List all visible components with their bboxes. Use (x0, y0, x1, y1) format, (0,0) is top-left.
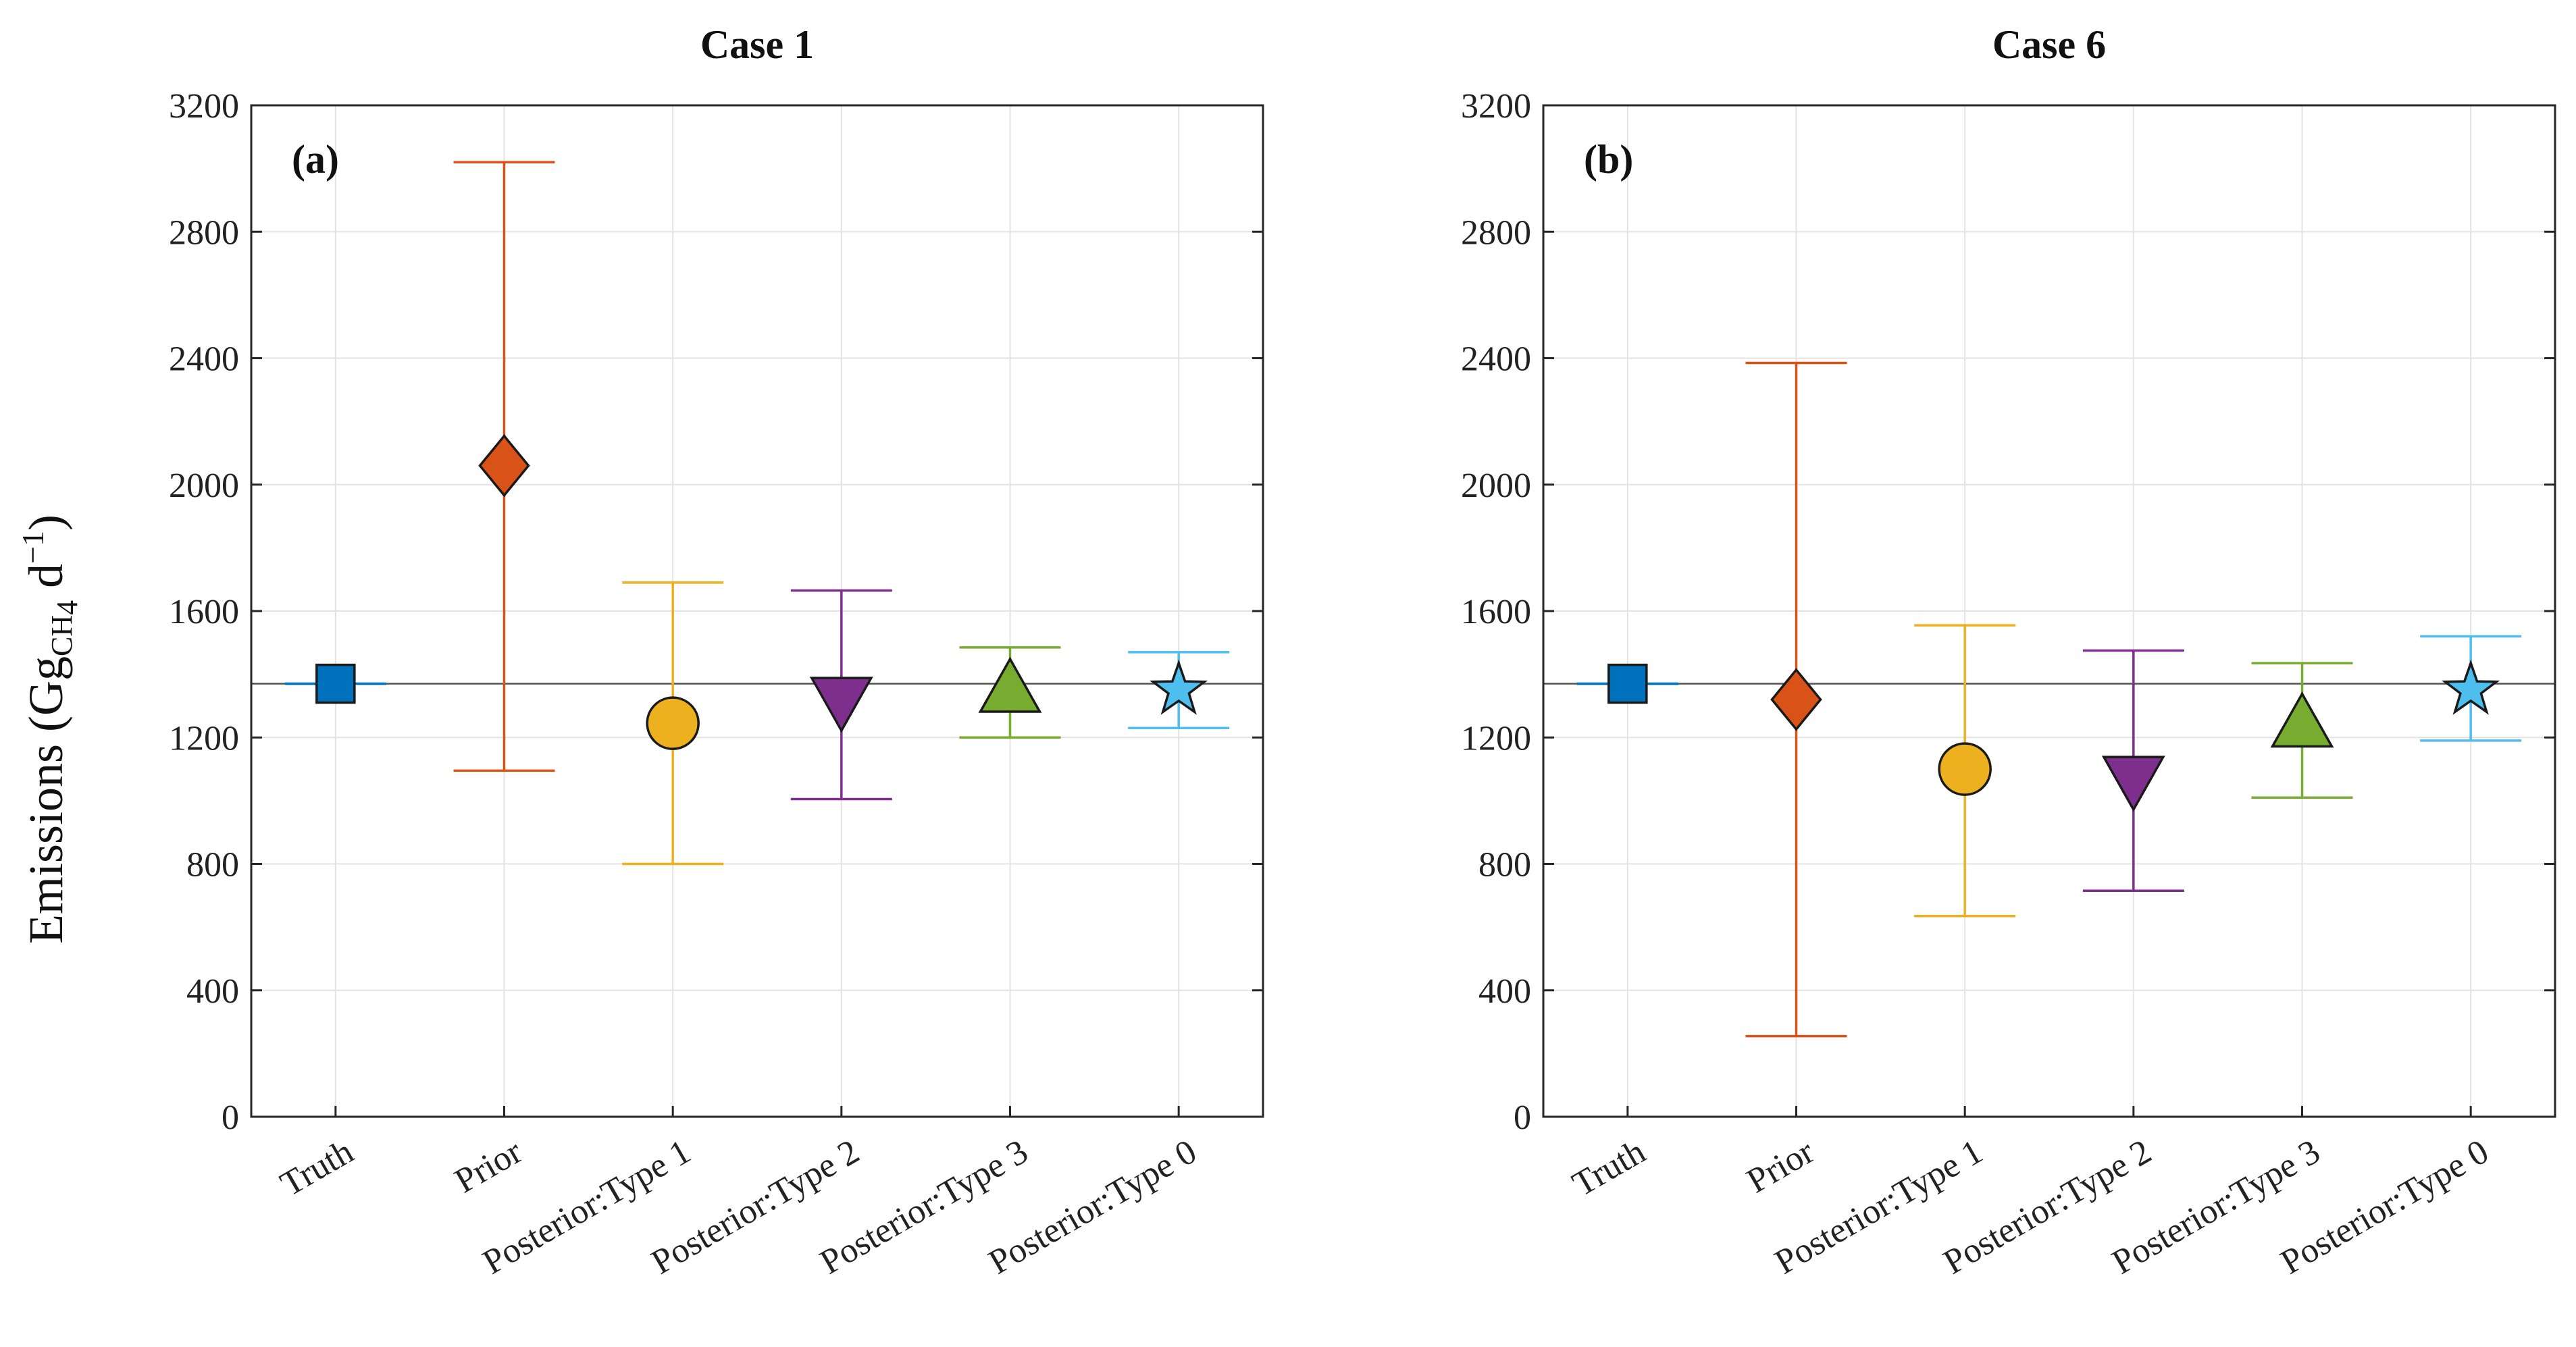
panel-case-6: 0 400 800 1200 1600 2000 2400 2800 3200 Truth Prio… (1461, 22, 2556, 1282)
marker-triangle-up (978, 656, 1042, 713)
y-tick-label: 2800 (169, 213, 239, 252)
x-tick-label-prior: Prior (448, 1132, 529, 1200)
marker-triangle-down (2101, 756, 2165, 812)
panel-case-1: 0 400 800 1200 1600 2000 2400 2800 3200 Truth Prio… (169, 22, 1264, 1282)
marker-square (1607, 663, 1648, 704)
y-tick-label: 3200 (169, 87, 239, 126)
y-axis-label-text: Emissions (GgCH4 d−1) (16, 514, 84, 944)
marker-circle (1938, 742, 1992, 796)
y-tick-label: 400 (1478, 972, 1531, 1011)
series-point-posterior-type-3 (2251, 662, 2353, 799)
marker-circle (646, 696, 700, 750)
y-tick-label: 2400 (169, 340, 239, 379)
marker-triangle-up (2270, 691, 2334, 748)
panel-title: Case 1 (700, 22, 814, 67)
y-tick-label: 2000 (1461, 467, 1531, 505)
y-tick-label: 2800 (1461, 213, 1531, 252)
series-point-posterior-type-0 (1128, 651, 1230, 729)
marker-triangle-down (809, 677, 873, 733)
y-tick-label: 800 (186, 846, 239, 884)
y-tick-label: 0 (222, 1099, 239, 1137)
series-point-posterior-type-1 (622, 581, 724, 866)
marker-diamond (1770, 668, 1822, 731)
panel-label: (b) (1584, 137, 1633, 182)
series-point-posterior-type-2 (2082, 649, 2184, 893)
x-tick-label-truth: Truth (274, 1132, 360, 1204)
y-tick-label: 400 (186, 972, 239, 1011)
panel-label: (a) (292, 137, 339, 182)
y-tick-label: 1600 (1461, 593, 1531, 631)
series-point-posterior-type-2 (790, 589, 892, 801)
series-point-posterior-type-0 (2420, 635, 2522, 742)
y-axis-label: Emissions (GgCH4 d−1) (16, 514, 84, 944)
y-tick-label: 2400 (1461, 340, 1531, 379)
series-point-prior (1745, 361, 1847, 1038)
y-tick-label: 800 (1478, 846, 1531, 884)
series-point-truth (1576, 663, 1678, 704)
y-tick-label: 1200 (1461, 719, 1531, 758)
series-point-posterior-type-1 (1914, 624, 2016, 918)
series-point-truth (284, 663, 386, 704)
y-tick-label: 2000 (169, 467, 239, 505)
y-tick-label: 3200 (1461, 87, 1531, 126)
series-point-posterior-type-3 (959, 646, 1061, 739)
marker-square (315, 663, 356, 704)
marker-diamond (478, 433, 530, 498)
marker-star (2442, 659, 2500, 715)
marker-star (1150, 659, 1208, 715)
series-point-prior (453, 161, 555, 772)
y-tick-label: 1200 (169, 719, 239, 758)
y-tick-label: 0 (1514, 1099, 1531, 1137)
x-tick-label-truth: Truth (1566, 1132, 1652, 1204)
x-tick-label-prior: Prior (1741, 1132, 1821, 1200)
panel-title: Case 6 (1992, 22, 2106, 67)
y-tick-label: 1600 (169, 593, 239, 631)
